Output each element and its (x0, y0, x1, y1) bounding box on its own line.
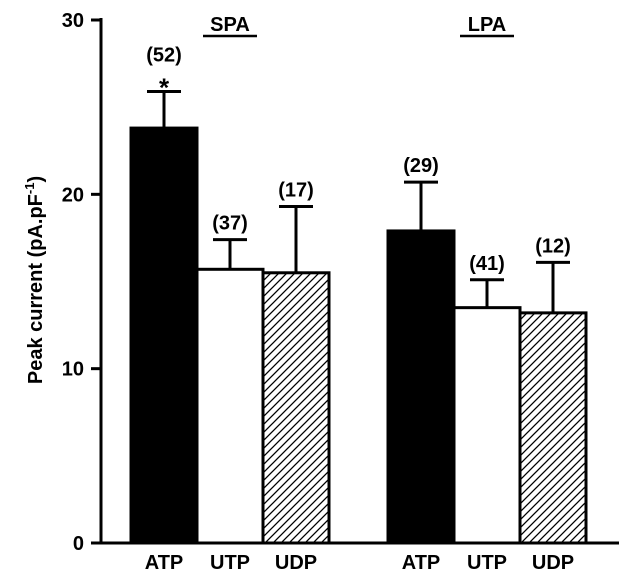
bars: (52) * ATP (37) UTP (17) UDP (29) ATP (41) UTP (12)… (129, 44, 588, 574)
x-category-label: ATP (145, 552, 184, 574)
bar (518, 311, 588, 545)
significance-marker: * (159, 72, 170, 102)
sample-size-label: (37) (212, 213, 248, 235)
bar (129, 126, 199, 545)
y-ticks: 0 10 20 30 (62, 10, 101, 555)
bar (452, 306, 522, 545)
y-axis: 0 10 20 30 (62, 10, 103, 555)
y-axis-label: Peak current (pA.pF-1) (22, 176, 47, 384)
x-category-label: UDP (532, 552, 574, 574)
bar (195, 267, 265, 545)
x-category-label: UTP (467, 552, 507, 574)
group-title: LPA (468, 14, 507, 36)
bar (261, 271, 331, 545)
y-tick-label: 30 (62, 10, 84, 32)
sample-size-label: (52) (146, 44, 182, 66)
x-category-label: UDP (275, 552, 317, 574)
bar (386, 229, 456, 545)
sample-size-label: (29) (403, 155, 439, 177)
sample-size-label: (41) (469, 253, 505, 275)
y-tick-label: 10 (62, 359, 84, 381)
x-category-label: ATP (402, 552, 441, 574)
group-titles: SPA LPA (203, 14, 514, 38)
group-title: SPA (210, 14, 250, 36)
y-tick-label: 0 (73, 533, 84, 555)
sample-size-label: (12) (535, 235, 571, 257)
sample-size-label: (17) (278, 180, 314, 202)
x-category-label: UTP (210, 552, 250, 574)
y-tick-label: 20 (62, 184, 84, 206)
